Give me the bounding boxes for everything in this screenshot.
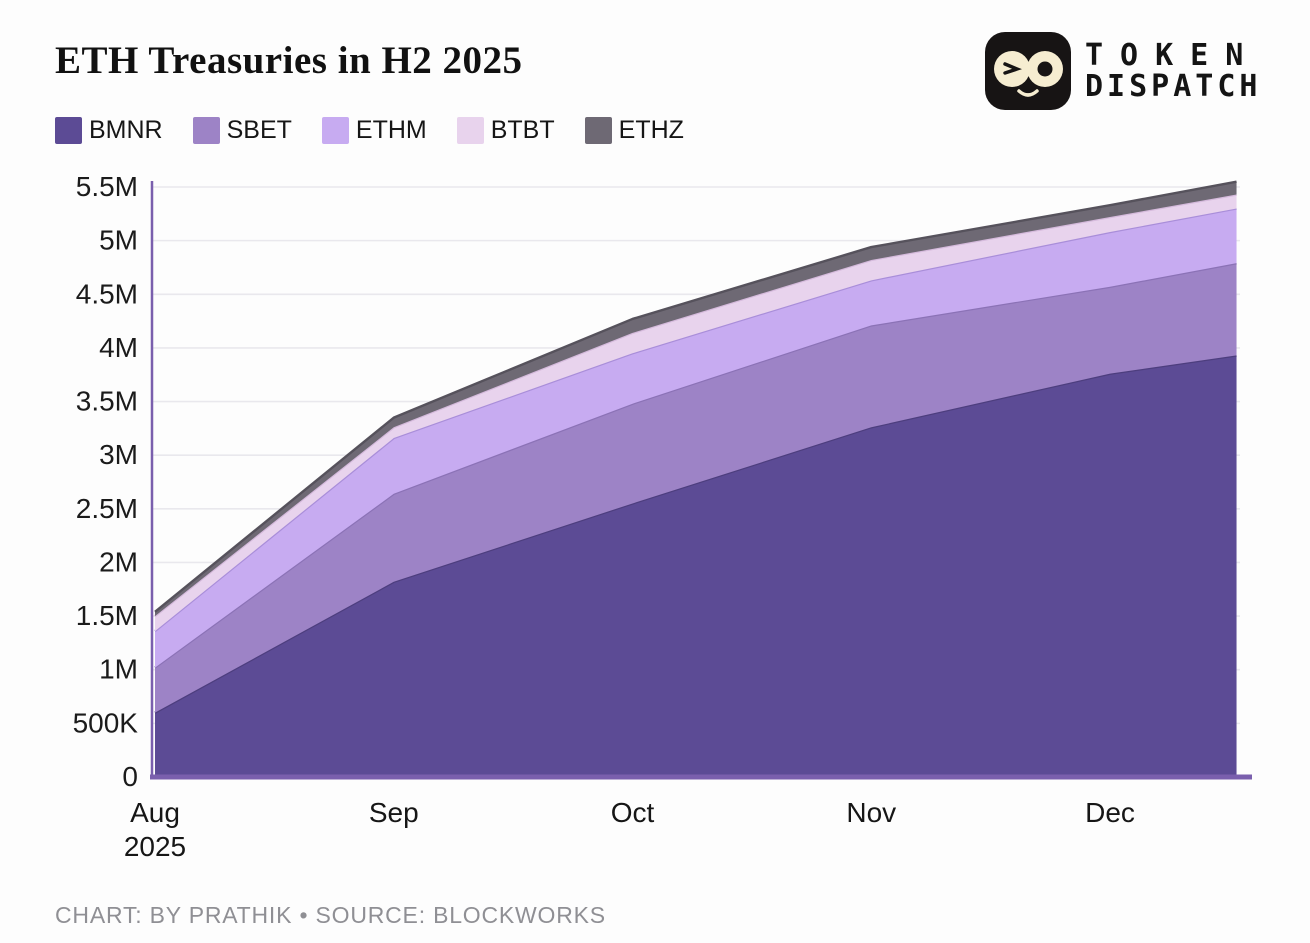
y-tick-label: 0 <box>122 761 138 792</box>
legend-swatch-sbet <box>192 117 220 144</box>
logo-wordmark: TOKEN DISPATCH <box>1085 37 1262 104</box>
x-tick-label: 2025 <box>124 831 186 862</box>
x-tick-label: Sep <box>369 797 419 828</box>
legend-label: BTBT <box>490 116 555 144</box>
logo-word-dispatch: DISPATCH <box>1085 69 1262 104</box>
legend-swatch-ethm <box>321 117 349 144</box>
y-tick-label: 3M <box>99 439 138 470</box>
legend-item-ethm: ETHM <box>321 116 427 145</box>
legend-label: ETHZ <box>618 116 684 144</box>
logo-word-token: TOKEN <box>1085 37 1261 73</box>
y-tick-label: 1.5M <box>76 600 138 631</box>
legend-item-bmnr: BMNR <box>55 116 163 145</box>
x-tick-label: Oct <box>611 797 655 828</box>
y-axis-labels: 0 500K 1M 1.5M 2M 2.5M 3M 3.5M 4M 4.5M 5M 5.5M <box>73 171 139 792</box>
legend-label: ETHM <box>355 116 427 144</box>
legend-label: BMNR <box>89 116 163 144</box>
y-tick-label: 5M <box>99 225 138 256</box>
y-tick-label: 2.5M <box>76 493 138 524</box>
legend-swatch-btbt <box>456 117 484 144</box>
pupil-icon <box>1037 61 1053 77</box>
legend-item-sbet: SBET <box>192 116 292 145</box>
page-title: ETH Treasuries in H2 2025 <box>55 39 523 82</box>
y-tick-label: 5.5M <box>76 171 138 202</box>
y-tick-label: 4.5M <box>76 278 138 309</box>
source-caption: CHART: BY PRATHIK • SOURCE: BLOCKWORKS <box>55 902 606 928</box>
legend-item-ethz: ETHZ <box>584 116 684 145</box>
chart-legend: BMNR SBET ETHM BTBT ETHZ <box>55 116 684 145</box>
smile-icon <box>1017 89 1039 97</box>
legend-label: SBET <box>226 116 292 144</box>
wink-eye-icon <box>1003 62 1022 75</box>
x-tick-label: Dec <box>1085 797 1135 828</box>
legend-swatch-ethz <box>584 117 612 144</box>
token-dispatch-logo: TOKEN DISPATCH <box>983 28 1262 114</box>
legend-item-btbt: BTBT <box>456 116 555 145</box>
y-tick-label: 500K <box>73 707 139 738</box>
y-tick-label: 2M <box>99 546 138 577</box>
series-area-ethz <box>154 180 1237 617</box>
axes <box>150 181 1252 780</box>
legend-swatch-bmnr <box>55 117 82 144</box>
x-tick-label: Nov <box>846 797 896 828</box>
mascot-face-icon <box>985 32 1071 110</box>
x-tick-label: Aug <box>130 797 180 828</box>
y-tick-label: 3.5M <box>76 386 138 417</box>
y-tick-label: 1M <box>99 654 138 685</box>
y-tick-label: 4M <box>99 332 138 363</box>
